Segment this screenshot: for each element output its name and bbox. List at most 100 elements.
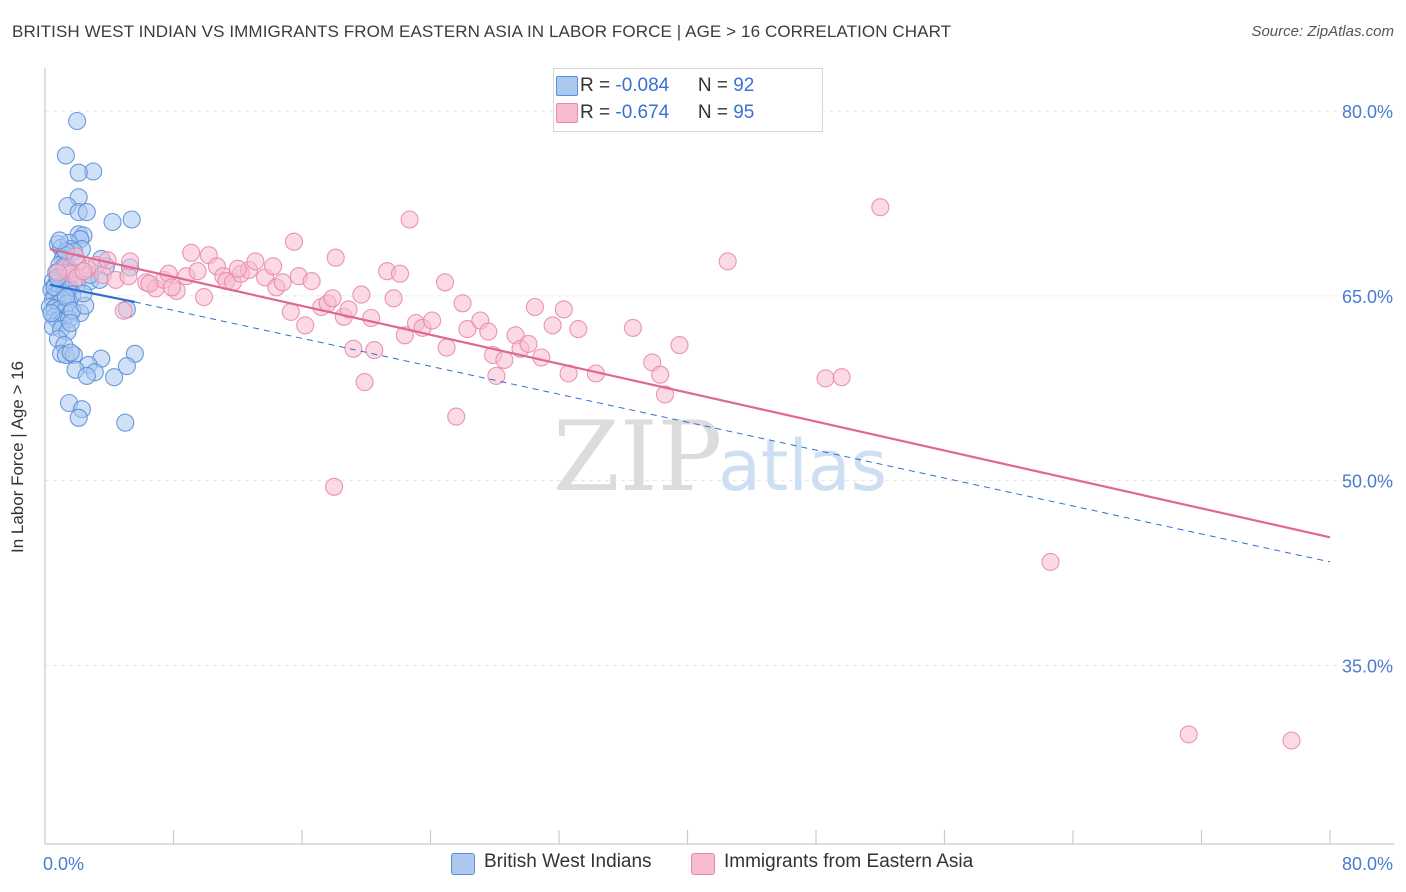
bwi-point: [61, 313, 80, 333]
eastern-asia-point: [525, 297, 544, 317]
eastern-asia-point: [162, 278, 181, 297]
legend-item-eastern-asia: Immigrants from Eastern Asia: [691, 851, 974, 875]
axes: [44, 68, 1394, 845]
eastern-asia-point: [519, 334, 538, 353]
bwi-point: [69, 163, 88, 182]
eastern-asia-point: [140, 274, 159, 293]
eastern-asia-point: [323, 289, 342, 308]
legend-label: British West Indians: [484, 851, 652, 872]
legend-row-eastern-asia: R = -0.674 N = 95: [556, 102, 755, 126]
r-value: -0.084: [615, 75, 670, 96]
eastern-asia-point: [400, 210, 419, 229]
eastern-asia-point: [1041, 552, 1060, 571]
legend-label: Immigrants from Eastern Asia: [724, 851, 974, 872]
eastern-asia-point: [281, 302, 300, 321]
eastern-asia-point: [344, 339, 363, 358]
eastern-asia-point: [325, 477, 344, 496]
eastern-asia-point: [1282, 731, 1301, 750]
bwi-point: [77, 203, 96, 222]
eastern-asia-point: [543, 316, 562, 335]
eastern-asia-point: [651, 365, 670, 384]
r-label: R =: [580, 102, 616, 123]
bwi-point: [103, 212, 122, 232]
eastern-asia-point: [296, 316, 315, 335]
bwi-point: [42, 304, 61, 323]
eastern-asia-point: [816, 369, 835, 388]
x-tick-label-min: 0.0%: [43, 854, 84, 874]
watermark: ZIP atlas: [553, 401, 887, 513]
blue-swatch: [556, 76, 578, 96]
n-label: N =: [697, 102, 734, 123]
eastern-asia-point: [435, 273, 455, 292]
eastern-asia-point: [495, 350, 514, 369]
eastern-asia-point: [302, 272, 321, 291]
eastern-asia-point: [365, 341, 384, 360]
source-credit: Source: ZipAtlas.com: [1251, 23, 1394, 40]
bwi-point: [61, 343, 80, 362]
x-tick-label-max: 80.0%: [1342, 854, 1393, 874]
eastern-asia-point: [362, 308, 381, 328]
n-label: N =: [697, 75, 734, 96]
x-tick-labels: 0.0% 80.0%: [43, 854, 1393, 874]
bwi-trend-line: [49, 283, 136, 304]
bwi-point: [122, 210, 141, 229]
eastern-asia-point: [114, 301, 133, 320]
eastern-asia-point: [458, 320, 477, 339]
legend-item-british-west-indians: British West Indians: [451, 851, 652, 875]
y-tick-labels: 35.0% 50.0% 65.0% 80.0%: [1342, 102, 1393, 676]
bwi-point: [56, 146, 75, 165]
eastern-asia-point: [246, 252, 265, 271]
eastern-asia-point: [273, 273, 292, 292]
series-legend: British West Indians Immigrants from Eas…: [0, 851, 1406, 879]
bwi-point: [117, 357, 136, 376]
eastern-asia-point: [871, 198, 890, 217]
pink-swatch: [691, 853, 715, 875]
eastern-asia-point: [832, 368, 851, 387]
x-ticks: [172, 830, 1331, 844]
y-axis-label: In Labor Force | Age > 16: [8, 360, 27, 554]
eastern-asia-point: [384, 289, 403, 308]
eastern-asia-point: [670, 336, 689, 355]
y-tick-label: 65.0%: [1342, 287, 1393, 307]
bwi-trend-extension: [134, 301, 1331, 563]
eastern-asia-point: [339, 300, 358, 319]
eastern-asia-point: [264, 257, 283, 276]
r-value: -0.674: [615, 102, 670, 123]
eastern-asia-point: [437, 338, 456, 357]
trend-lines: [49, 248, 1331, 563]
eastern-asia-point: [718, 252, 737, 271]
eastern-asia-point: [655, 385, 675, 404]
eastern-asia-point: [569, 320, 588, 339]
n-value: 92: [733, 75, 755, 96]
eastern-asia-point: [453, 294, 472, 313]
eastern-asia-point: [479, 322, 498, 341]
eastern-asia-point: [182, 243, 201, 262]
r-label: R =: [580, 75, 616, 96]
bwi-point: [77, 366, 96, 385]
stats-legend: R = -0.084 N = 92 R = -0.674 N = 95: [553, 68, 823, 132]
eastern-asia-point: [326, 248, 345, 267]
eastern-asia-point: [284, 232, 304, 251]
eastern-asia-point: [447, 407, 466, 426]
y-tick-label: 35.0%: [1342, 656, 1393, 676]
eastern-asia-point: [48, 263, 67, 282]
pink-swatch: [556, 103, 578, 123]
watermark-zip: ZIP: [553, 401, 722, 513]
legend-row-british-west-indians: R = -0.084 N = 92: [556, 75, 755, 99]
eastern-asia-point: [188, 262, 207, 281]
bwi-point: [116, 413, 135, 432]
eastern-asia-point: [74, 262, 93, 281]
eastern-asia-point: [623, 318, 642, 337]
watermark-atlas: atlas: [718, 425, 887, 507]
blue-swatch: [451, 853, 475, 875]
eastern-asia-point: [352, 285, 371, 304]
y-tick-label: 50.0%: [1342, 472, 1393, 492]
bwi-point: [68, 111, 87, 131]
n-value: 95: [733, 102, 755, 123]
eastern-asia-point: [355, 373, 374, 392]
eastern-asia-trend-line: [49, 248, 1331, 539]
eastern-asia-point: [390, 264, 410, 283]
eastern-asia-point: [423, 311, 442, 330]
grid: [45, 110, 1394, 666]
